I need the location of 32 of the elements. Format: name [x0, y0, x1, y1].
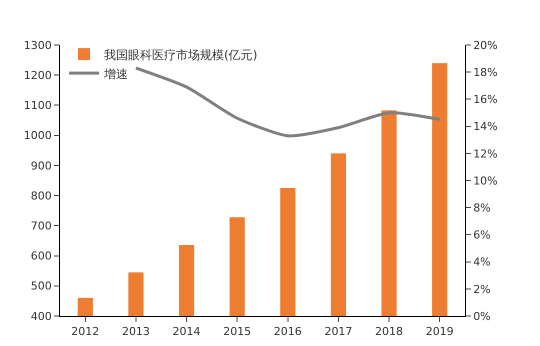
y2-tick-label: 4% — [473, 256, 491, 269]
y2-tick-label: 8% — [473, 201, 491, 214]
legend-label: 增速 — [103, 66, 128, 81]
y2-tick-label: 16% — [473, 93, 498, 106]
y-tick-label: 1100 — [24, 99, 52, 112]
y-tick-label: 700 — [30, 220, 52, 233]
y-tick-label: 1300 — [24, 38, 52, 52]
y-tick-label: 600 — [30, 250, 52, 263]
y2-tick-label: 0% — [473, 310, 491, 323]
legend-label: 我国眼科医疗市场规模(亿元) — [104, 48, 258, 62]
x-tick-label: 2019 — [426, 325, 454, 338]
x-tick-label: 2013 — [122, 325, 150, 338]
y2-tick-label: 12% — [473, 147, 498, 160]
y2-tick-label: 6% — [473, 228, 491, 242]
y-tick-label: 500 — [30, 280, 52, 293]
y-tick-label: 1000 — [24, 129, 52, 142]
x-tick-label: 2016 — [274, 325, 302, 338]
y-tick-label: 800 — [30, 189, 52, 202]
y-tick-label: 900 — [30, 159, 52, 172]
y-tick-label: 1200 — [24, 68, 52, 82]
y2-tick-label: 2% — [473, 282, 491, 296]
y2-tick-label: 14% — [473, 120, 498, 134]
line-series — [134, 66, 442, 138]
x-tick-label: 2017 — [324, 325, 352, 338]
y2-tick-label: 18% — [473, 66, 498, 79]
x-tick-label: 2018 — [375, 325, 404, 338]
y2-tick-label: 20% — [473, 38, 498, 52]
x-tick-label: 2015 — [223, 325, 252, 338]
x-tick-label: 2012 — [71, 325, 100, 338]
x-tick-label: 2014 — [172, 325, 201, 338]
y2-tick-label: 10% — [473, 174, 498, 188]
y-tick-label: 400 — [30, 310, 52, 323]
